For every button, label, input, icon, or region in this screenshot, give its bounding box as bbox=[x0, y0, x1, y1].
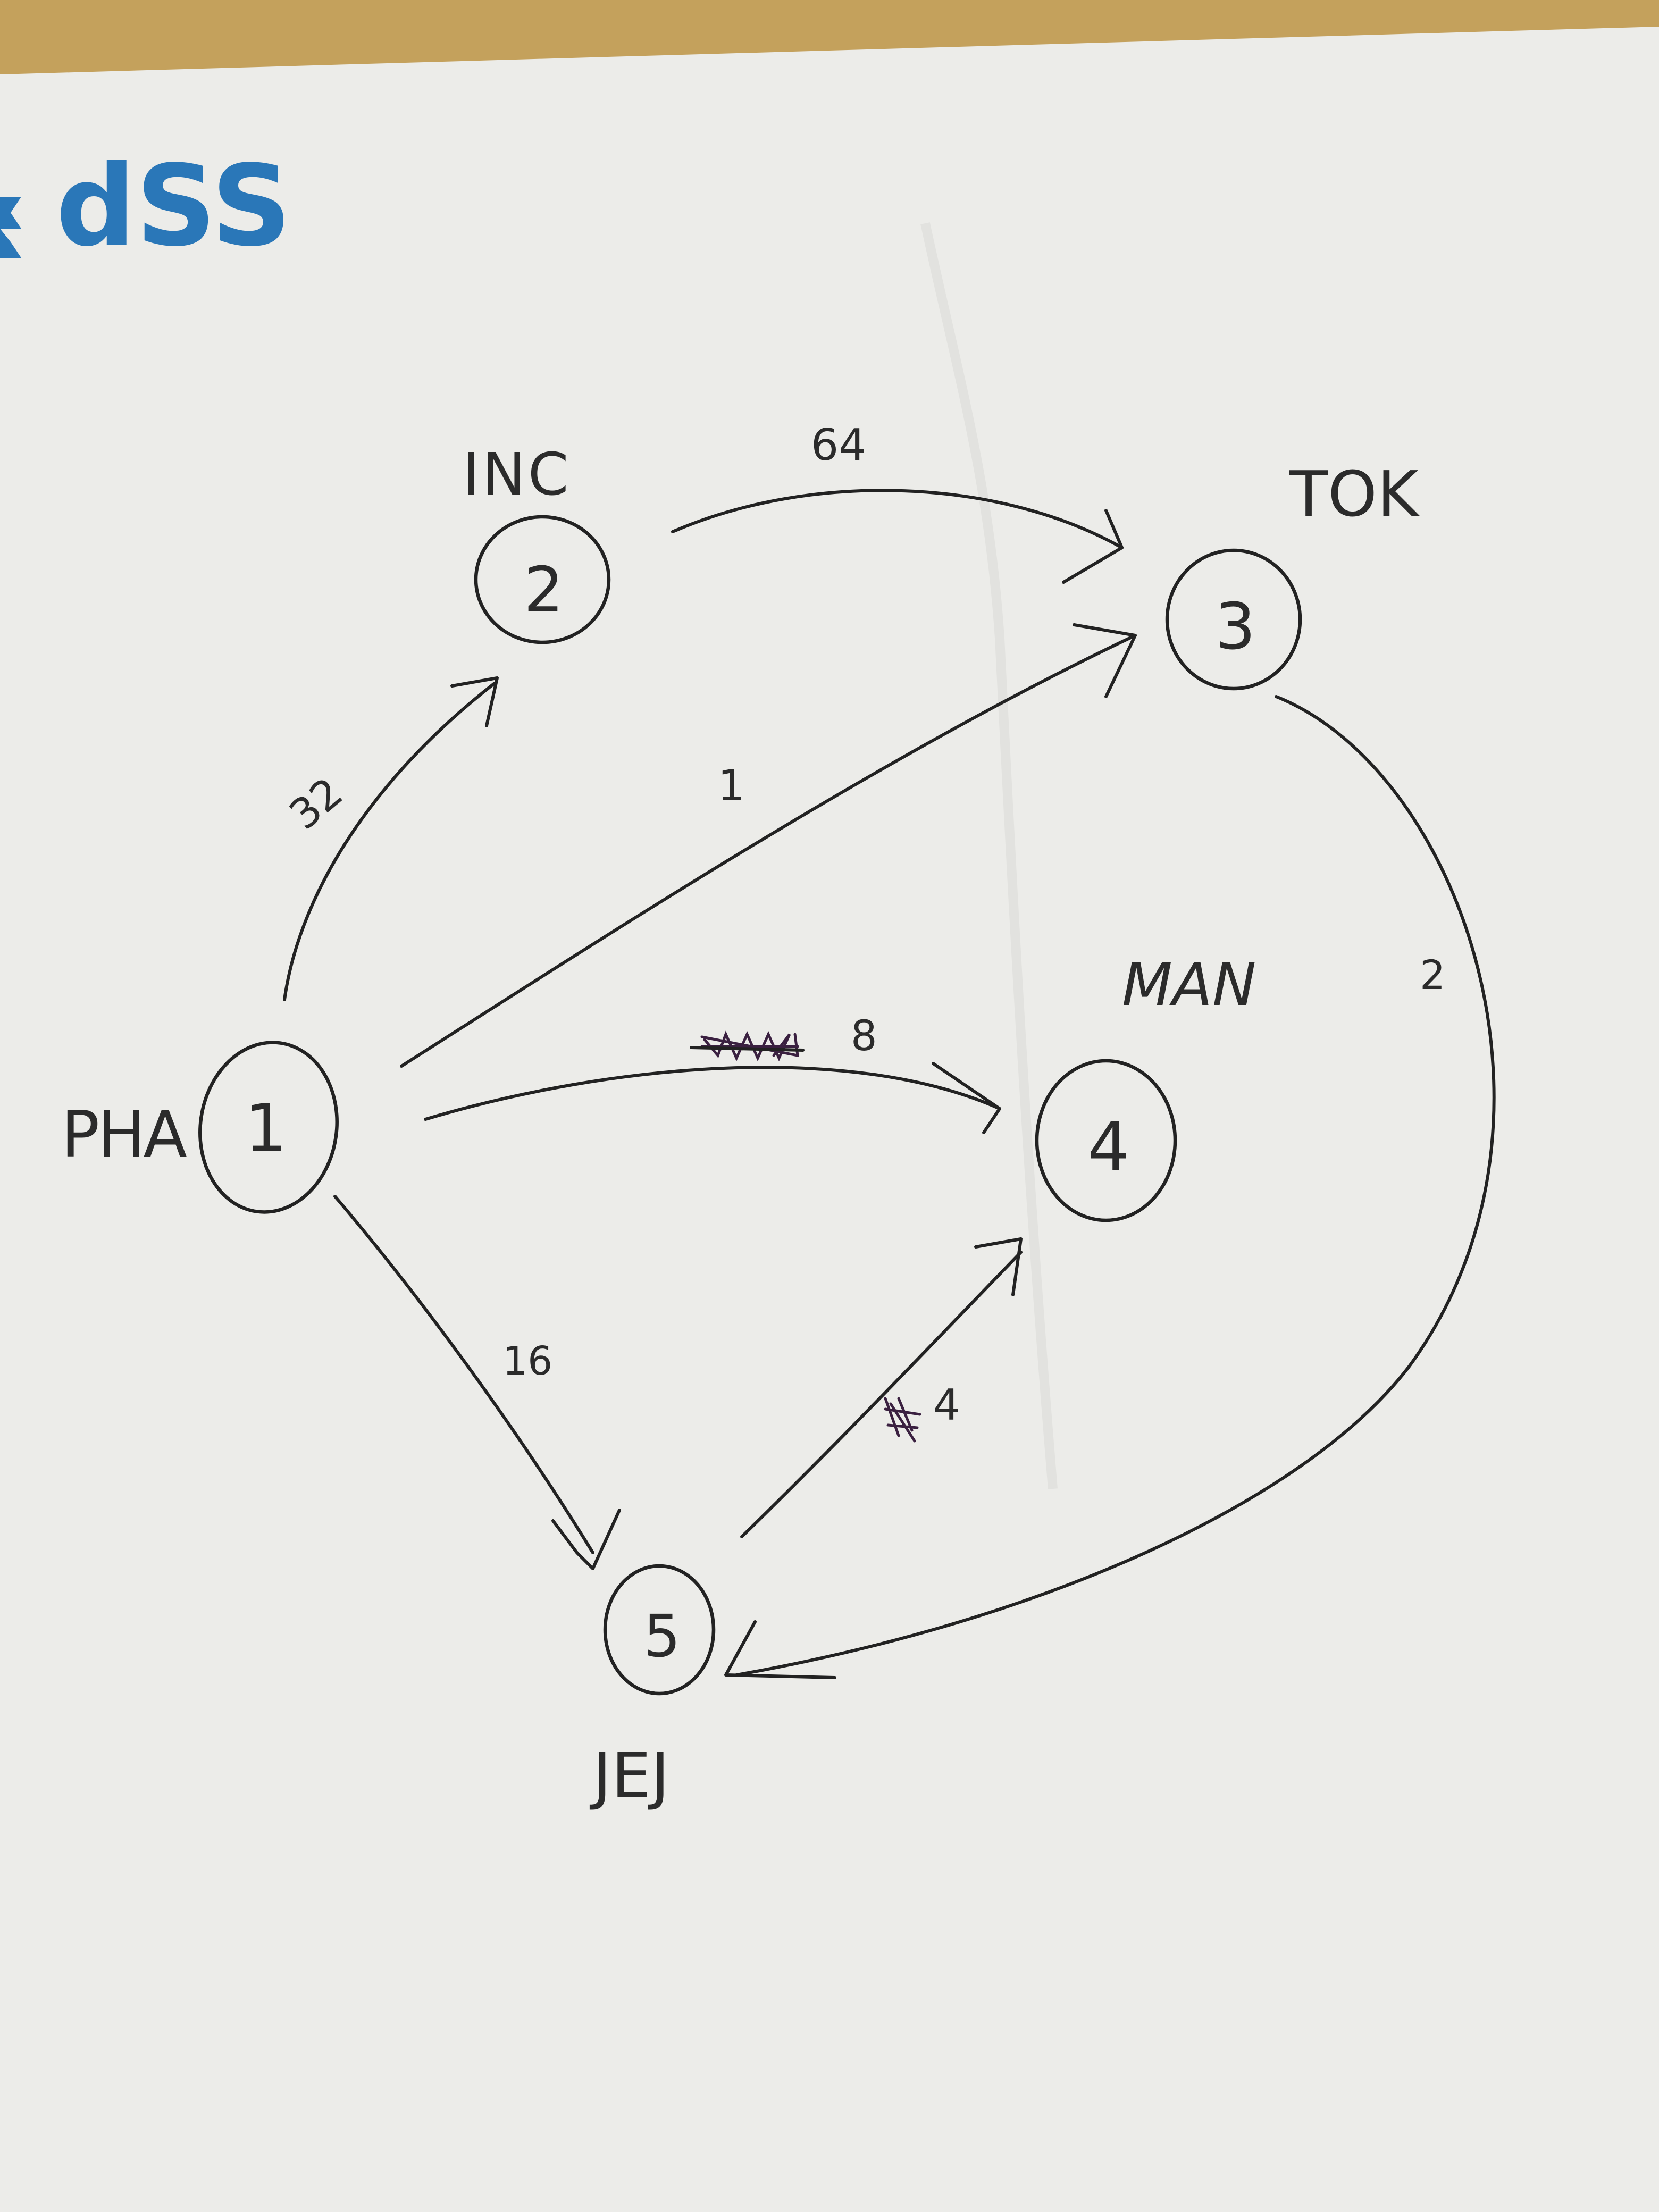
node-4: 4 MAN bbox=[1035, 951, 1256, 1222]
edge-1-5: 16 bbox=[333, 1195, 621, 1570]
node-3-circle bbox=[1165, 548, 1302, 691]
edge-1-5-weight: 16 bbox=[502, 1338, 552, 1384]
node-2-id: 2 bbox=[524, 553, 564, 626]
edge-1-2-arrowhead bbox=[450, 676, 499, 727]
edge-1-4-line bbox=[424, 1066, 1001, 1121]
edge-2-3-arrowhead bbox=[1062, 509, 1124, 584]
node-4-id: 4 bbox=[1087, 1109, 1130, 1186]
node-4-label: MAN bbox=[1122, 951, 1256, 1019]
edge-5-4-line bbox=[740, 1251, 1023, 1538]
edge-5-4-scribble bbox=[884, 1397, 921, 1443]
node-5-circle bbox=[603, 1564, 716, 1696]
edge-1-2-line bbox=[283, 682, 496, 1001]
node-2: 2 INC bbox=[463, 440, 611, 644]
edge-2-3-line bbox=[671, 489, 1124, 549]
node-4-circle bbox=[1035, 1059, 1177, 1222]
edge-1-4-arrowhead bbox=[932, 1062, 1001, 1134]
edge-1-5-arrowhead bbox=[551, 1509, 621, 1570]
node-5-label: JEJ bbox=[589, 1739, 669, 1812]
paper-sheet bbox=[0, 27, 1659, 2212]
node-1: 1 PHA bbox=[61, 1041, 339, 1214]
edge-3-5: 2 bbox=[724, 695, 1496, 1679]
edge-1-5-line bbox=[333, 1195, 594, 1554]
edge-3-5-weight: 2 bbox=[1420, 951, 1445, 999]
node-5-id: 5 bbox=[643, 1602, 681, 1670]
edge-5-4-weight: 4 bbox=[933, 1380, 960, 1430]
node-3-label: TOK bbox=[1289, 457, 1420, 531]
node-3: 3 TOK bbox=[1165, 457, 1420, 691]
paper-crease bbox=[920, 222, 1058, 1489]
edge-1-4-scribble-line bbox=[690, 1046, 805, 1052]
edge-1-3-weight: 1 bbox=[718, 761, 745, 810]
node-1-id: 1 bbox=[245, 1090, 287, 1167]
edge-2-3-weight: 64 bbox=[811, 420, 866, 471]
logo-text: dSS bbox=[56, 141, 291, 271]
edge-1-4-weight: 8 bbox=[851, 1012, 877, 1060]
edge-5-4: 4 bbox=[740, 1237, 1023, 1538]
edge-3-5-line bbox=[735, 695, 1496, 1677]
node-1-label: PHA bbox=[61, 1098, 187, 1172]
edge-5-4-arrowhead bbox=[974, 1237, 1023, 1296]
edge-1-4: 8 bbox=[424, 1012, 1001, 1134]
edge-3-5-arrowhead bbox=[724, 1620, 836, 1679]
node-3-id: 3 bbox=[1215, 590, 1255, 664]
logo-mark-icon bbox=[0, 197, 21, 258]
edge-2-3: 64 bbox=[671, 420, 1124, 584]
logo: dSS bbox=[0, 141, 291, 271]
node-5: 5 JEJ bbox=[589, 1564, 716, 1812]
edge-1-3-line bbox=[400, 634, 1137, 1068]
node-1-circle bbox=[198, 1041, 339, 1214]
edge-1-3: 1 bbox=[400, 623, 1137, 1068]
edge-1-4-scribble bbox=[700, 1030, 799, 1062]
edge-1-3-arrowhead bbox=[1073, 623, 1137, 698]
node-2-label: INC bbox=[463, 440, 571, 508]
node-2-circle bbox=[474, 515, 611, 644]
